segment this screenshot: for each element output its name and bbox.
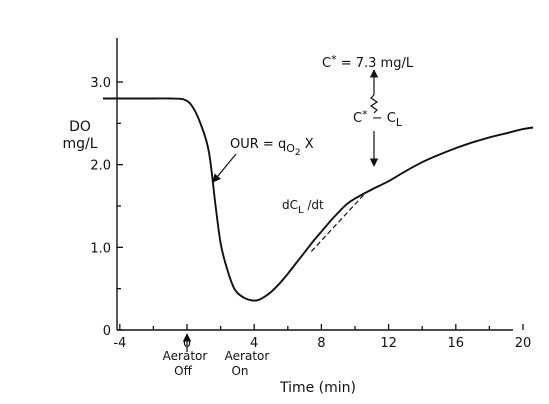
- x-tick-label: 16: [448, 336, 465, 351]
- y-tick-label: 0: [103, 324, 111, 339]
- our-arrow: [212, 153, 237, 183]
- y-axis-title-line1: DO: [69, 119, 91, 135]
- series: [103, 97, 534, 302]
- x-tick-label: 12: [380, 336, 397, 351]
- y-tick-label: 2.0: [90, 159, 111, 174]
- y-tick-label: 1.0: [90, 241, 111, 256]
- x-tick-label: -4: [113, 336, 126, 351]
- aerator-on-label-line1: Aerator: [225, 349, 270, 363]
- aerator-on-label-line2: On: [231, 364, 248, 378]
- x-axis-title: Time (min): [279, 380, 356, 396]
- aerator-off-label-line1: Aerator: [163, 349, 208, 363]
- do-curve: [103, 97, 534, 302]
- aerator-off-label-line2: Off: [174, 364, 192, 378]
- y-axis-title-line2: mg/L: [62, 136, 97, 152]
- tangent-line: [310, 194, 364, 252]
- slope-label: dCL /dt: [282, 198, 324, 216]
- cstar-minus-cl-label: C* − CL: [353, 108, 403, 129]
- y-tick-label: 3.0: [90, 76, 111, 91]
- x-tick-label: 4: [250, 336, 258, 351]
- axes: [116, 38, 513, 331]
- cstar-label: C* = 7.3 mg/L: [322, 53, 414, 71]
- break-zigzag: [369, 94, 379, 114]
- x-tick-label: 20: [515, 336, 532, 351]
- our-label: OUR = qO2 X: [230, 137, 314, 158]
- x-tick-label: 8: [317, 336, 325, 351]
